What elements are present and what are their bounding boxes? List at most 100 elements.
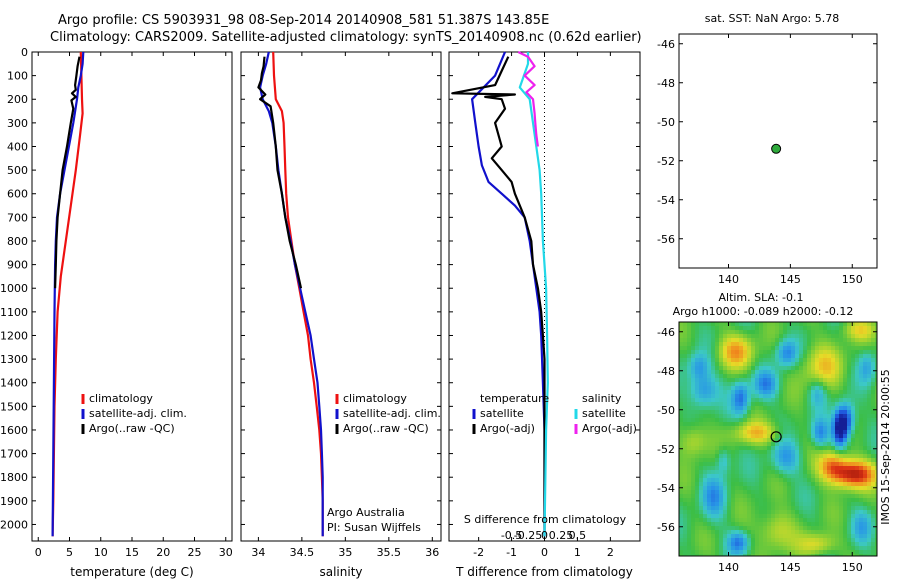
sla-cell xyxy=(779,546,784,551)
sla-cell xyxy=(707,458,712,463)
sla-cell xyxy=(719,546,724,551)
sla-cell xyxy=(807,346,812,351)
sla-cell xyxy=(695,442,700,447)
sla-cell xyxy=(683,454,688,459)
sla-cell xyxy=(767,350,772,355)
sla-cell xyxy=(683,498,688,503)
sla-cell xyxy=(787,454,792,459)
sla-cell xyxy=(831,322,836,327)
sla-cell xyxy=(747,530,752,535)
sla-cell xyxy=(723,426,728,431)
sla-cell xyxy=(703,482,708,487)
sla-cell xyxy=(783,354,788,359)
sla-cell xyxy=(723,482,728,487)
sla-cell xyxy=(743,334,748,339)
sla-cell xyxy=(795,454,800,459)
sla-cell xyxy=(703,346,708,351)
sla-cell xyxy=(863,414,868,419)
sla-cell xyxy=(875,418,877,423)
sla-cell xyxy=(727,382,732,387)
sla-cell xyxy=(863,450,868,455)
sla-cell xyxy=(843,378,848,383)
sla-cell xyxy=(839,426,844,431)
sla-cell xyxy=(771,410,776,415)
sla-cell xyxy=(707,398,712,403)
sla-cell xyxy=(851,526,856,531)
sla-cell xyxy=(855,334,860,339)
sla-cell xyxy=(815,522,820,527)
sla-cell xyxy=(867,322,872,327)
sla-cell xyxy=(823,350,828,355)
sla-cell xyxy=(683,386,688,391)
series-line xyxy=(471,51,546,537)
sla-cell xyxy=(719,394,724,399)
sla-cell xyxy=(843,426,848,431)
sla-cell xyxy=(871,430,876,435)
y-tick-label: 0 xyxy=(21,46,28,59)
sla-cell xyxy=(839,438,844,443)
sla-cell xyxy=(787,366,792,371)
sla-cell xyxy=(847,422,852,427)
sla-cell xyxy=(763,422,768,427)
sla-cell xyxy=(743,358,748,363)
sla-cell xyxy=(711,418,716,423)
sla-cell xyxy=(687,330,692,335)
y-tick-label: -46 xyxy=(657,38,675,51)
sla-cell xyxy=(683,378,688,383)
sla-cell xyxy=(867,326,872,331)
sla-cell xyxy=(743,506,748,511)
sla-cell xyxy=(719,502,724,507)
sla-cell xyxy=(775,366,780,371)
sla-cell xyxy=(823,538,828,543)
sla-cell xyxy=(827,534,832,539)
sla-cell xyxy=(815,458,820,463)
sla-cell xyxy=(687,342,692,347)
sla-cell xyxy=(739,550,744,555)
y-tick-label: -54 xyxy=(657,482,675,495)
sla-cell xyxy=(719,438,724,443)
sla-cell xyxy=(811,518,816,523)
sla-cell xyxy=(767,502,772,507)
sla-cell xyxy=(819,422,824,427)
sla-cell xyxy=(759,498,764,503)
sla-cell xyxy=(679,506,684,511)
sla-cell xyxy=(707,434,712,439)
sla-cell xyxy=(843,494,848,499)
sla-cell xyxy=(863,486,868,491)
sla-cell xyxy=(847,370,852,375)
sla-cell xyxy=(831,338,836,343)
sla-cell xyxy=(707,538,712,543)
sla-cell xyxy=(739,526,744,531)
sla-cell xyxy=(851,490,856,495)
sla-cell xyxy=(795,410,800,415)
sla-cell xyxy=(871,350,876,355)
sla-cell xyxy=(699,542,704,547)
sla-cell xyxy=(795,462,800,467)
sla-cell xyxy=(815,330,820,335)
sla-cell xyxy=(787,374,792,379)
sla-cell xyxy=(815,398,820,403)
sla-cell xyxy=(715,374,720,379)
sla-cell xyxy=(739,534,744,539)
sla-cell xyxy=(763,374,768,379)
sla-cell xyxy=(807,462,812,467)
sla-cell xyxy=(751,546,756,551)
sla-cell xyxy=(839,394,844,399)
sla-cell xyxy=(783,546,788,551)
sla-cell xyxy=(835,386,840,391)
sla-cell xyxy=(751,510,756,515)
sla-cell xyxy=(783,534,788,539)
sla-cell xyxy=(847,442,852,447)
sla-cell xyxy=(687,338,692,343)
sla-cell xyxy=(819,398,824,403)
sla-cell xyxy=(867,394,872,399)
sla-cell xyxy=(783,322,788,327)
sla-cell xyxy=(731,470,736,475)
sla-cell xyxy=(691,362,696,367)
sla-cell xyxy=(763,446,768,451)
sla-cell xyxy=(799,322,804,327)
sla-field xyxy=(679,322,877,556)
sla-cell xyxy=(711,546,716,551)
y-tick-label: 1800 xyxy=(0,471,28,484)
sla-cell xyxy=(771,418,776,423)
